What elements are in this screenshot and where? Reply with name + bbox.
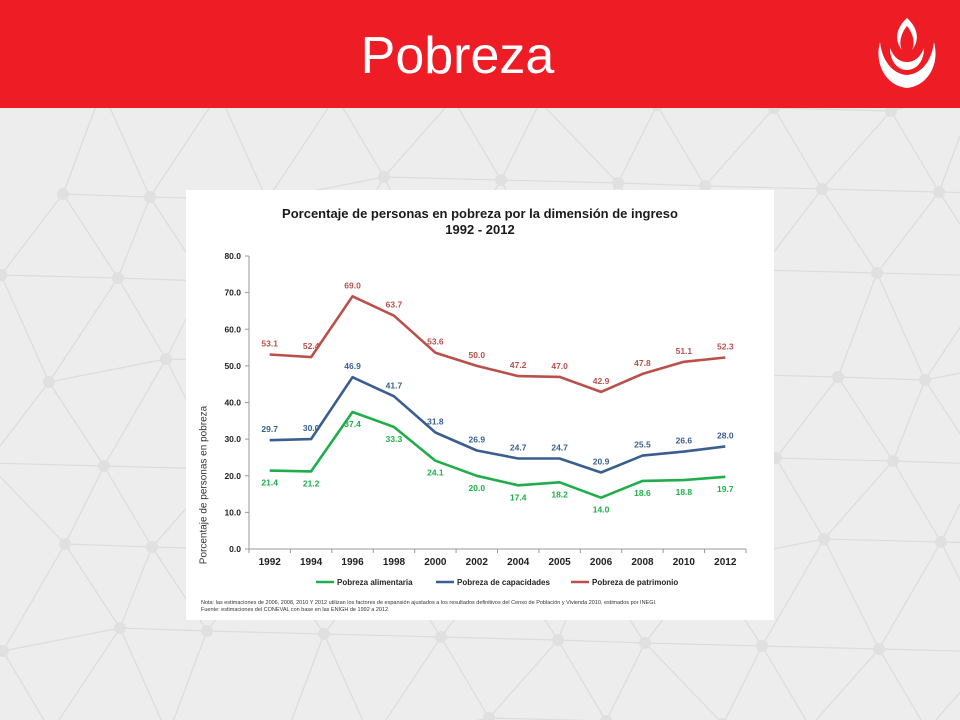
x-tick-label: 2004 <box>507 557 530 568</box>
x-tick-label: 1996 <box>341 557 364 568</box>
x-tick-label: 2006 <box>590 557 613 568</box>
data-label: 18.8 <box>676 487 693 497</box>
chart-notes: Nota: las estimaciones de 2006, 2008, 20… <box>201 600 761 614</box>
legend-label: Pobreza de capacidades <box>457 578 550 587</box>
data-label: 20.0 <box>469 483 486 493</box>
data-label: 24.1 <box>427 468 444 478</box>
data-label: 53.1 <box>261 339 278 349</box>
slide-title: Pobreza <box>360 27 555 85</box>
x-tick-label: 2002 <box>466 557 489 568</box>
chart-subtitle: 1992 - 2012 <box>445 222 515 237</box>
data-label: 17.4 <box>510 492 527 502</box>
x-tick-label: 2008 <box>631 557 654 568</box>
x-tick-label: 2012 <box>714 557 737 568</box>
data-label: 33.3 <box>386 434 403 444</box>
data-label: 14.0 <box>593 505 610 515</box>
data-label: 41.7 <box>386 380 403 390</box>
data-label: 53.6 <box>427 337 444 347</box>
x-tick-label: 2010 <box>673 557 696 568</box>
y-tick-label: 30.0 <box>224 434 241 444</box>
chart-title: Porcentaje de personas en pobreza por la… <box>282 206 678 221</box>
series-line-1 <box>269 375 726 474</box>
chart-card: 0.0 10.0 20.0 30.0 40.0 50.0 60.0 70.0 80.0 1992 1… <box>186 190 774 620</box>
legend-label: Pobreza de patrimonio <box>592 578 678 587</box>
data-label: 30.0 <box>303 423 320 433</box>
data-label: 37.4 <box>344 419 361 429</box>
data-label: 52.3 <box>717 341 734 351</box>
x-tick-label: 2005 <box>549 557 572 568</box>
x-tick-label: 1992 <box>259 557 282 568</box>
line-chart: 0.0 10.0 20.0 30.0 40.0 50.0 60.0 70.0 80.0 1992 1… <box>224 251 747 587</box>
data-label: 42.9 <box>593 376 610 386</box>
data-label: 18.2 <box>551 489 568 499</box>
data-label: 25.5 <box>634 440 651 450</box>
data-label: 20.9 <box>593 456 610 466</box>
x-tick-label: 1994 <box>300 557 323 568</box>
data-label: 21.2 <box>303 478 320 488</box>
data-label: 24.7 <box>510 443 527 453</box>
x-tick-label: 2000 <box>424 557 447 568</box>
note-text: Nota: las estimaciones de 2006, 2008, 20… <box>201 600 657 606</box>
data-label: 63.7 <box>386 300 403 310</box>
data-label: 26.6 <box>676 436 693 446</box>
data-label: 69.0 <box>344 280 361 290</box>
y-tick-label: 70.0 <box>224 288 241 298</box>
series-line-2 <box>269 295 726 394</box>
series-line-0 <box>269 410 726 499</box>
data-label: 19.7 <box>717 484 734 494</box>
x-tick-label: 1998 <box>383 557 406 568</box>
flame-logo-icon <box>878 18 936 88</box>
y-tick-label: 0.0 <box>229 544 241 554</box>
source-text: Fuente: estimaciones del CONEVAL con bas… <box>201 607 390 613</box>
data-label: 24.7 <box>551 443 568 453</box>
y-tick-label: 50.0 <box>224 361 241 371</box>
y-tick-label: 10.0 <box>224 507 241 517</box>
data-label: 47.2 <box>510 360 527 370</box>
y-tick-label: 80.0 <box>224 251 241 261</box>
data-label: 29.7 <box>261 424 278 434</box>
data-label: 18.6 <box>634 488 651 498</box>
y-tick-label: 20.0 <box>224 471 241 481</box>
data-label: 47.8 <box>634 358 651 368</box>
data-label: 51.1 <box>676 346 693 356</box>
data-label: 50.0 <box>469 350 486 360</box>
data-label: 28.0 <box>717 430 734 440</box>
data-label: 21.4 <box>261 478 278 488</box>
data-label: 47.0 <box>551 361 568 371</box>
y-tick-label: 40.0 <box>224 398 241 408</box>
data-label: 31.8 <box>427 417 444 427</box>
y-tick-label: 60.0 <box>224 324 241 334</box>
legend-label: Pobreza alimentaria <box>337 578 413 587</box>
data-label: 46.9 <box>344 361 361 371</box>
data-label: 52.4 <box>303 341 320 351</box>
data-label: 26.9 <box>469 434 486 444</box>
header-bar: Pobreza <box>0 0 960 108</box>
